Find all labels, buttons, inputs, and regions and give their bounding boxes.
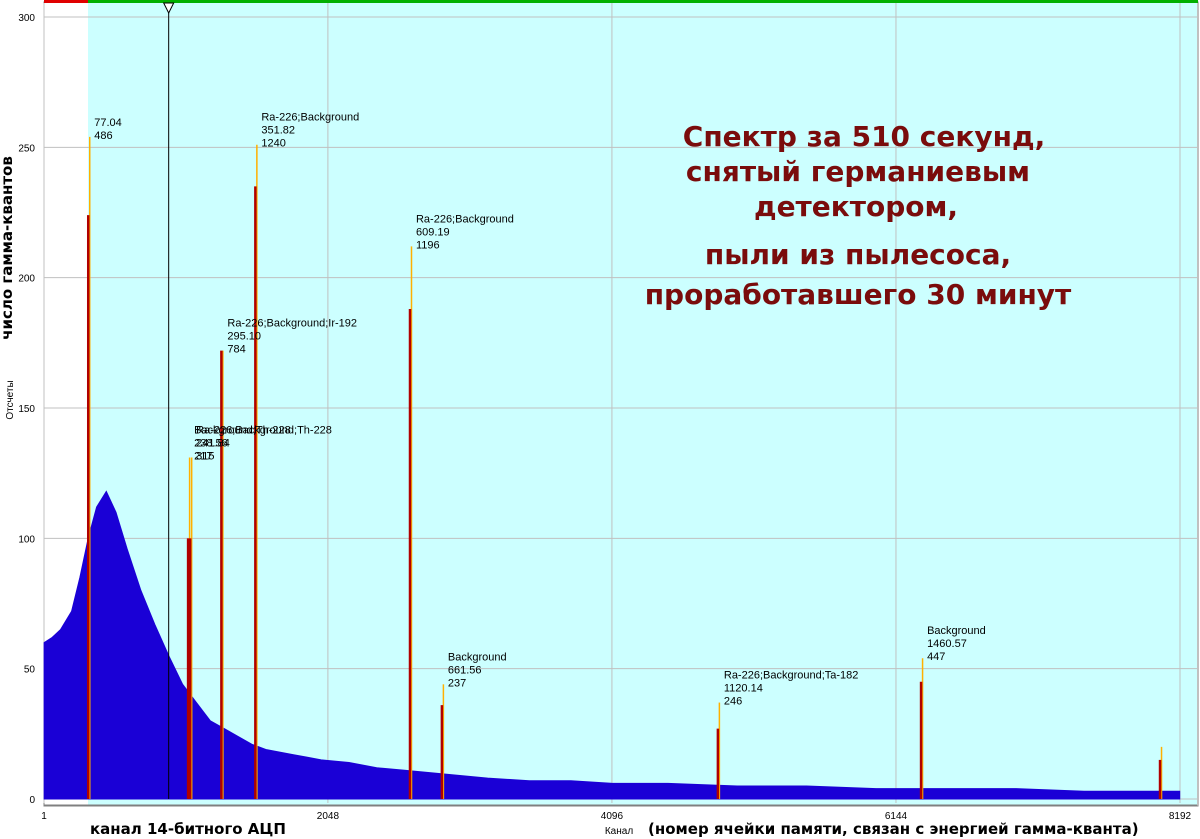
grid: [43, 3, 1197, 803]
overlay-line-1: Спектр за 510 секунд,: [683, 120, 1045, 153]
y-tick-label: 100: [18, 534, 35, 545]
x-tick-label: 2048: [317, 811, 340, 822]
peak-label: 609.19: [416, 226, 450, 238]
cursor[interactable]: [162, 2, 175, 799]
peak-label: 486: [94, 130, 112, 142]
spectrum-area: [43, 490, 1181, 800]
peak-label: 661.56: [448, 664, 482, 676]
peak-label: 77.04: [94, 117, 122, 129]
peak-label: Ra-226;Background;Th-228: [196, 425, 332, 437]
peak-label: 1240: [261, 138, 285, 150]
peak-label: 1120.14: [724, 683, 763, 695]
peak-label: 351.82: [261, 125, 295, 137]
y-tick-label: 50: [24, 665, 36, 676]
y-tick-label: 300: [18, 13, 35, 24]
cursor-triangle-icon[interactable]: [162, 2, 175, 15]
y-tick-label: 200: [18, 274, 35, 285]
peak-lines: [86, 136, 1163, 799]
x-tick-label: 4096: [601, 811, 624, 822]
peak-label: 238.56: [194, 438, 228, 450]
peak-label: 217: [194, 451, 212, 463]
peak-label: 295.10: [227, 331, 261, 343]
overlay-line-3: детектором,: [754, 190, 958, 223]
y-axis-title-ru: число гамма-квантов: [0, 156, 16, 340]
peak-label: 241.84: [196, 438, 230, 450]
y-tick-label: 250: [18, 143, 35, 154]
overlay-line-4: пыли из пылесоса,: [705, 238, 1011, 271]
peak-label: Ra-226;Background;Ir-192: [227, 318, 357, 330]
peak-label: Background: [448, 651, 507, 663]
overlay-line-2: снятый германиевым: [686, 155, 1030, 188]
x-axis-title-ru-right: (номер ячейки памяти, связан с энергией …: [648, 820, 1139, 838]
peak-label: Background;Th-228: [194, 425, 291, 437]
peak-label: Ra-226;Background: [261, 112, 359, 124]
spectrum-series: [43, 490, 1181, 800]
y-tick-label: 0: [29, 795, 35, 806]
peak-label: 237: [448, 677, 466, 689]
plot-area-roi: [88, 3, 1197, 805]
peak-label: 1196: [416, 239, 440, 251]
x-tick-label: 8192: [1169, 811, 1192, 822]
peak-label: Ra-226;Background;Ta-182: [724, 670, 859, 682]
peak-label: 1460.57: [927, 638, 967, 650]
peak-label: Ra-226;Background: [416, 213, 514, 225]
y-axis-title: Отсчеты: [5, 380, 16, 419]
x-axis-title: Канал: [605, 826, 633, 837]
axes: 0 50 100 150 200 250 300 1 2048 4096 6144 8192: [18, 13, 1197, 822]
overlay-caption: Спектр за 510 секунд, снятый германиевым…: [645, 120, 1072, 311]
peak-label: 315: [196, 451, 214, 463]
x-tick-label: 1: [41, 811, 47, 822]
y-tick-label: 150: [18, 404, 35, 415]
x-axis-title-ru-left: канал 14-битного АЦП: [90, 820, 286, 838]
peak-label: Background: [927, 625, 986, 637]
peak-label: 246: [724, 696, 742, 708]
peak-label: 784: [227, 344, 245, 356]
overlay-line-5: проработавшего 30 минут: [645, 278, 1072, 311]
peak-label: 447: [927, 651, 945, 663]
x-tick-label: 6144: [885, 811, 908, 822]
